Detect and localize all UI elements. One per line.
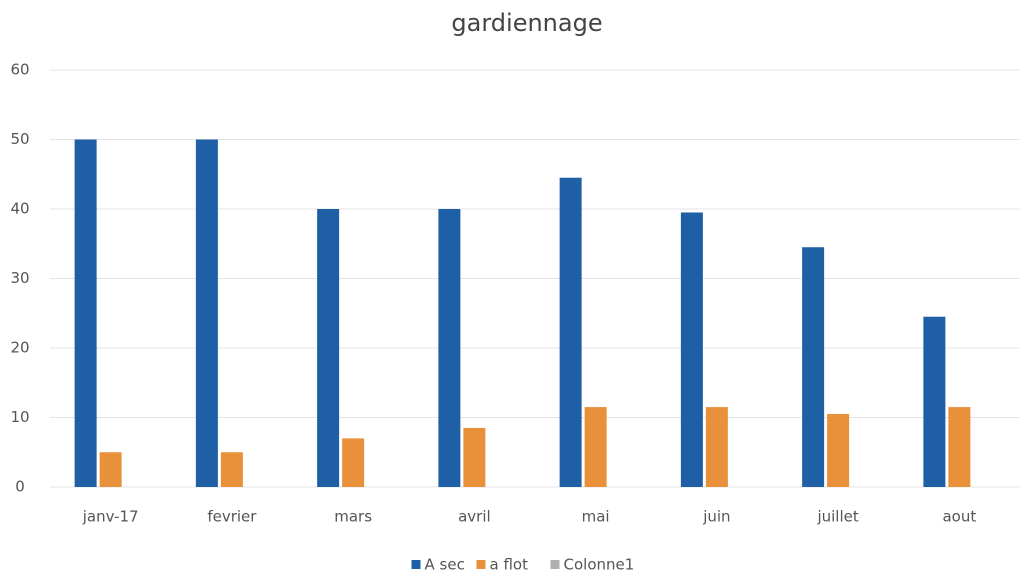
y-tick-label: 50 bbox=[10, 130, 29, 148]
y-tick-label: 0 bbox=[15, 478, 25, 496]
bar bbox=[559, 177, 582, 487]
y-tick-label: 30 bbox=[10, 269, 29, 287]
bar bbox=[923, 316, 946, 487]
x-tick-label: fevrier bbox=[207, 508, 257, 526]
bar bbox=[584, 407, 607, 487]
y-tick-label: 60 bbox=[10, 61, 29, 79]
bar bbox=[802, 247, 825, 487]
bar bbox=[74, 139, 97, 487]
bar bbox=[317, 209, 340, 487]
x-tick-label: janv-17 bbox=[82, 508, 139, 526]
bar bbox=[705, 407, 728, 487]
y-tick-label: 20 bbox=[10, 339, 29, 357]
bar bbox=[827, 414, 850, 487]
bar bbox=[463, 427, 486, 487]
legend-swatch bbox=[550, 560, 560, 569]
y-tick-label: 10 bbox=[10, 408, 29, 426]
x-tick-label: avril bbox=[458, 508, 491, 526]
chart-title: gardiennage bbox=[451, 9, 602, 37]
x-tick-label: juillet bbox=[816, 508, 858, 526]
x-tick-label: aout bbox=[942, 508, 976, 526]
x-tick-label: juin bbox=[702, 508, 730, 526]
bar bbox=[680, 212, 703, 487]
bar bbox=[438, 209, 461, 487]
legend-label: Colonne1 bbox=[564, 556, 635, 574]
x-tick-label: mai bbox=[582, 508, 610, 526]
legend-label: A sec bbox=[425, 556, 465, 574]
x-tick-label: mars bbox=[334, 508, 372, 526]
bar bbox=[948, 407, 971, 487]
legend-swatch bbox=[476, 560, 486, 569]
bar bbox=[342, 438, 365, 487]
y-tick-label: 40 bbox=[10, 200, 29, 218]
bar bbox=[195, 139, 218, 487]
bar bbox=[220, 452, 243, 487]
legend-label: a flot bbox=[490, 556, 529, 574]
bar bbox=[99, 452, 122, 487]
legend-swatch bbox=[411, 560, 421, 569]
